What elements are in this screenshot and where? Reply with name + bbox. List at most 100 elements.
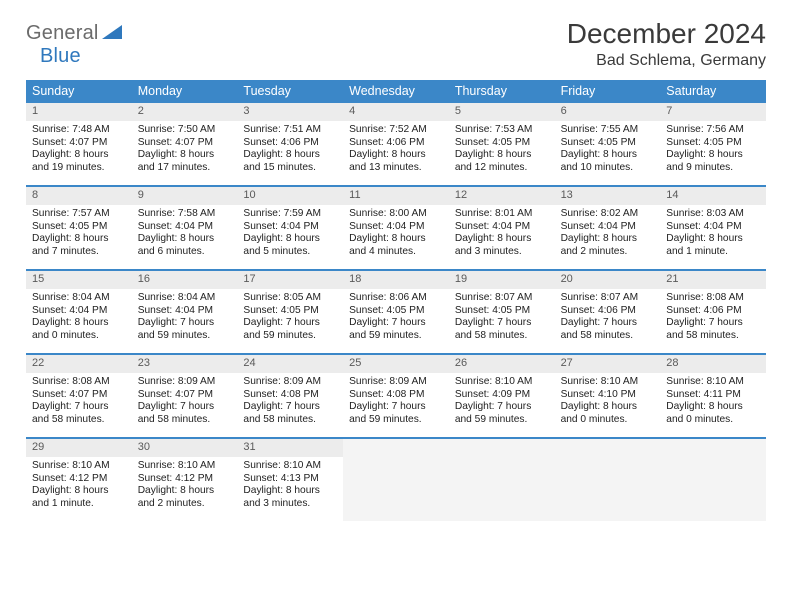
daylight-text: Daylight: 8 hours and 12 minutes. xyxy=(455,149,549,175)
day-number: 26 xyxy=(449,355,555,373)
day-number: 4 xyxy=(343,103,449,121)
day-header: Friday xyxy=(555,80,661,103)
day-info: Sunrise: 8:01 AMSunset: 4:04 PMDaylight:… xyxy=(449,205,555,263)
day-cell: 15Sunrise: 8:04 AMSunset: 4:04 PMDayligh… xyxy=(26,271,132,353)
daylight-text: Daylight: 8 hours and 3 minutes. xyxy=(243,485,337,511)
calendar-page: General Blue December 2024 Bad Schlema, … xyxy=(0,0,792,612)
day-header: Monday xyxy=(132,80,238,103)
sunset-text: Sunset: 4:08 PM xyxy=(349,389,443,402)
day-cell: 6Sunrise: 7:55 AMSunset: 4:05 PMDaylight… xyxy=(555,103,661,185)
sunset-text: Sunset: 4:07 PM xyxy=(32,389,126,402)
sunset-text: Sunset: 4:07 PM xyxy=(138,389,232,402)
week-row: 29Sunrise: 8:10 AMSunset: 4:12 PMDayligh… xyxy=(26,437,766,521)
sunset-text: Sunset: 4:04 PM xyxy=(561,221,655,234)
daylight-text: Daylight: 7 hours and 58 minutes. xyxy=(138,401,232,427)
day-info: Sunrise: 7:58 AMSunset: 4:04 PMDaylight:… xyxy=(132,205,238,263)
sunrise-text: Sunrise: 8:10 AM xyxy=(666,376,760,389)
page-subtitle: Bad Schlema, Germany xyxy=(567,52,766,70)
sunset-text: Sunset: 4:05 PM xyxy=(455,305,549,318)
sunset-text: Sunset: 4:06 PM xyxy=(561,305,655,318)
day-cell: 31Sunrise: 8:10 AMSunset: 4:13 PMDayligh… xyxy=(237,439,343,521)
day-info: Sunrise: 8:09 AMSunset: 4:08 PMDaylight:… xyxy=(237,373,343,431)
brand-word-1: General xyxy=(26,22,99,44)
page-title: December 2024 xyxy=(567,18,766,50)
day-cell: 24Sunrise: 8:09 AMSunset: 4:08 PMDayligh… xyxy=(237,355,343,437)
day-cell: 23Sunrise: 8:09 AMSunset: 4:07 PMDayligh… xyxy=(132,355,238,437)
day-number: 29 xyxy=(26,439,132,457)
day-cell: 3Sunrise: 7:51 AMSunset: 4:06 PMDaylight… xyxy=(237,103,343,185)
day-cell: 22Sunrise: 8:08 AMSunset: 4:07 PMDayligh… xyxy=(26,355,132,437)
day-number: 1 xyxy=(26,103,132,121)
day-number: 3 xyxy=(237,103,343,121)
day-info: Sunrise: 8:08 AMSunset: 4:07 PMDaylight:… xyxy=(26,373,132,431)
day-info: Sunrise: 8:10 AMSunset: 4:09 PMDaylight:… xyxy=(449,373,555,431)
day-number: 6 xyxy=(555,103,661,121)
daylight-text: Daylight: 7 hours and 58 minutes. xyxy=(243,401,337,427)
daylight-text: Daylight: 7 hours and 58 minutes. xyxy=(666,317,760,343)
title-block: December 2024 Bad Schlema, Germany xyxy=(567,18,766,70)
day-info: Sunrise: 8:03 AMSunset: 4:04 PMDaylight:… xyxy=(660,205,766,263)
day-cell: 29Sunrise: 8:10 AMSunset: 4:12 PMDayligh… xyxy=(26,439,132,521)
day-info: Sunrise: 8:09 AMSunset: 4:07 PMDaylight:… xyxy=(132,373,238,431)
day-cell: 14Sunrise: 8:03 AMSunset: 4:04 PMDayligh… xyxy=(660,187,766,269)
daylight-text: Daylight: 8 hours and 6 minutes. xyxy=(138,233,232,259)
sunset-text: Sunset: 4:13 PM xyxy=(243,473,337,486)
sunrise-text: Sunrise: 8:10 AM xyxy=(138,460,232,473)
day-number: 5 xyxy=(449,103,555,121)
sunrise-text: Sunrise: 7:52 AM xyxy=(349,124,443,137)
weeks-container: 1Sunrise: 7:48 AMSunset: 4:07 PMDaylight… xyxy=(26,103,766,521)
sunset-text: Sunset: 4:12 PM xyxy=(32,473,126,486)
daylight-text: Daylight: 8 hours and 13 minutes. xyxy=(349,149,443,175)
day-number: 20 xyxy=(555,271,661,289)
day-number: 16 xyxy=(132,271,238,289)
sunset-text: Sunset: 4:05 PM xyxy=(243,305,337,318)
day-cell: 26Sunrise: 8:10 AMSunset: 4:09 PMDayligh… xyxy=(449,355,555,437)
day-cell: 28Sunrise: 8:10 AMSunset: 4:11 PMDayligh… xyxy=(660,355,766,437)
day-cell: 27Sunrise: 8:10 AMSunset: 4:10 PMDayligh… xyxy=(555,355,661,437)
sunrise-text: Sunrise: 8:00 AM xyxy=(349,208,443,221)
day-cell: 17Sunrise: 8:05 AMSunset: 4:05 PMDayligh… xyxy=(237,271,343,353)
daylight-text: Daylight: 8 hours and 10 minutes. xyxy=(561,149,655,175)
day-info: Sunrise: 8:10 AMSunset: 4:12 PMDaylight:… xyxy=(26,457,132,515)
day-info: Sunrise: 8:07 AMSunset: 4:06 PMDaylight:… xyxy=(555,289,661,347)
day-header: Saturday xyxy=(660,80,766,103)
daylight-text: Daylight: 8 hours and 3 minutes. xyxy=(455,233,549,259)
day-number: 19 xyxy=(449,271,555,289)
sunset-text: Sunset: 4:04 PM xyxy=(32,305,126,318)
sunset-text: Sunset: 4:11 PM xyxy=(666,389,760,402)
daylight-text: Daylight: 8 hours and 1 minute. xyxy=(32,485,126,511)
day-cell: 19Sunrise: 8:07 AMSunset: 4:05 PMDayligh… xyxy=(449,271,555,353)
sunset-text: Sunset: 4:05 PM xyxy=(666,137,760,150)
day-info: Sunrise: 7:52 AMSunset: 4:06 PMDaylight:… xyxy=(343,121,449,179)
day-cell xyxy=(660,439,766,521)
sunrise-text: Sunrise: 8:09 AM xyxy=(243,376,337,389)
day-cell: 21Sunrise: 8:08 AMSunset: 4:06 PMDayligh… xyxy=(660,271,766,353)
day-header-row: Sunday Monday Tuesday Wednesday Thursday… xyxy=(26,80,766,103)
day-cell: 11Sunrise: 8:00 AMSunset: 4:04 PMDayligh… xyxy=(343,187,449,269)
day-cell: 30Sunrise: 8:10 AMSunset: 4:12 PMDayligh… xyxy=(132,439,238,521)
day-number: 7 xyxy=(660,103,766,121)
day-cell: 2Sunrise: 7:50 AMSunset: 4:07 PMDaylight… xyxy=(132,103,238,185)
sunrise-text: Sunrise: 7:57 AM xyxy=(32,208,126,221)
logo-triangle-icon xyxy=(102,23,122,44)
day-cell: 20Sunrise: 8:07 AMSunset: 4:06 PMDayligh… xyxy=(555,271,661,353)
day-cell: 9Sunrise: 7:58 AMSunset: 4:04 PMDaylight… xyxy=(132,187,238,269)
day-cell xyxy=(555,439,661,521)
day-number: 12 xyxy=(449,187,555,205)
sunrise-text: Sunrise: 8:08 AM xyxy=(666,292,760,305)
day-info: Sunrise: 7:57 AMSunset: 4:05 PMDaylight:… xyxy=(26,205,132,263)
daylight-text: Daylight: 8 hours and 0 minutes. xyxy=(561,401,655,427)
day-number: 14 xyxy=(660,187,766,205)
week-row: 8Sunrise: 7:57 AMSunset: 4:05 PMDaylight… xyxy=(26,185,766,269)
brand-word-2: Blue xyxy=(26,45,81,67)
daylight-text: Daylight: 7 hours and 58 minutes. xyxy=(32,401,126,427)
day-number: 10 xyxy=(237,187,343,205)
day-number: 15 xyxy=(26,271,132,289)
calendar-grid: Sunday Monday Tuesday Wednesday Thursday… xyxy=(26,80,766,521)
sunrise-text: Sunrise: 7:55 AM xyxy=(561,124,655,137)
sunrise-text: Sunrise: 8:10 AM xyxy=(561,376,655,389)
daylight-text: Daylight: 7 hours and 58 minutes. xyxy=(561,317,655,343)
day-header: Tuesday xyxy=(237,80,343,103)
day-cell: 4Sunrise: 7:52 AMSunset: 4:06 PMDaylight… xyxy=(343,103,449,185)
sunset-text: Sunset: 4:05 PM xyxy=(455,137,549,150)
